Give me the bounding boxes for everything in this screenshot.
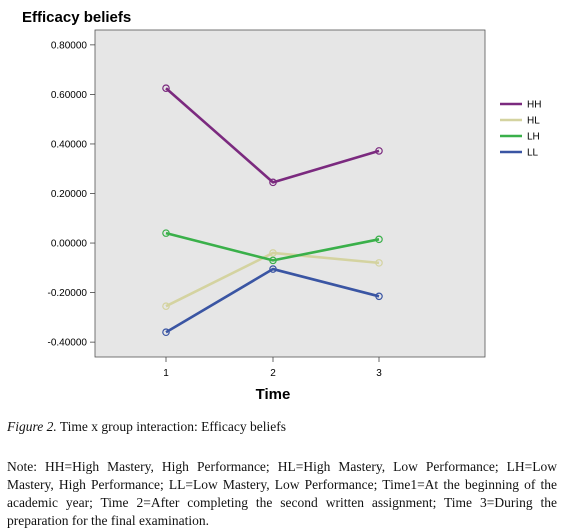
legend-label-lh: LH xyxy=(527,132,540,143)
y-tick-label: -0.40000 xyxy=(48,338,88,349)
figure-caption-text: Time x group interaction: Efficacy belie… xyxy=(56,419,286,434)
legend-label-ll: LL xyxy=(527,148,539,159)
chart-frame: Efficacy beliefs 0.80000 0.60000 0.40000 0.… xyxy=(22,9,541,403)
y-tick-label: 0.60000 xyxy=(51,90,88,101)
x-tick-label: 2 xyxy=(270,368,276,379)
legend-label-hh: HH xyxy=(527,100,541,111)
y-tick-label: 0.20000 xyxy=(51,189,88,200)
data-point-hh xyxy=(375,147,383,155)
series-group xyxy=(162,84,383,337)
data-point-lh xyxy=(269,256,277,265)
x-axis-label: Time xyxy=(256,386,291,403)
y-axis: 0.80000 0.60000 0.40000 0.20000 0.00000 -0.20… xyxy=(48,40,95,349)
legend-label-hl: HL xyxy=(527,116,540,127)
series-line-hl xyxy=(165,251,380,308)
legend: HH HL LH LL xyxy=(500,100,541,159)
x-axis: 1 2 3 xyxy=(163,357,382,379)
data-point-lh xyxy=(162,229,170,237)
series-line-lh xyxy=(165,231,380,262)
data-point-ll xyxy=(162,328,170,337)
y-tick-label: -0.20000 xyxy=(48,288,88,299)
y-tick-label: 0.40000 xyxy=(51,139,88,150)
data-point-ll xyxy=(375,292,383,301)
x-tick-label: 3 xyxy=(376,368,382,379)
series-line-ll xyxy=(165,267,380,334)
line-chart: Efficacy beliefs 0.800000.600000.400000.… xyxy=(22,9,541,403)
plot-area xyxy=(94,29,486,358)
data-point-hl xyxy=(162,302,170,311)
x-tick-label: 1 xyxy=(163,368,169,379)
figure-caption: Figure 2. Time x group interaction: Effi… xyxy=(7,419,559,435)
data-point-hl xyxy=(375,259,383,267)
data-point-hh xyxy=(162,84,170,93)
y-tick-label: 0.80000 xyxy=(51,40,88,51)
data-point-hh xyxy=(269,178,277,187)
figure-label: Figure 2. xyxy=(7,419,57,434)
data-point-ll xyxy=(269,265,277,273)
data-point-lh xyxy=(375,235,383,244)
figure-note: Note: HH=High Mastery, High Performance;… xyxy=(7,459,557,528)
y-tick-label: 0.00000 xyxy=(51,239,88,250)
series-line-hh xyxy=(165,87,380,184)
chart-title: Efficacy beliefs xyxy=(22,9,131,26)
data-point-hl xyxy=(269,249,277,257)
